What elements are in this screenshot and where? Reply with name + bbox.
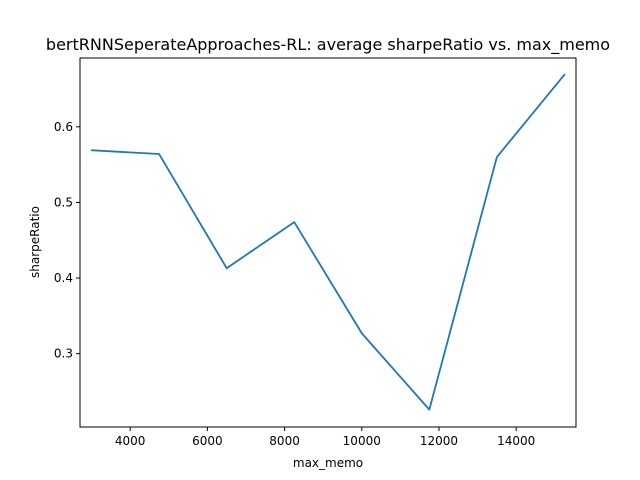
plot-area — [90, 73, 566, 411]
x-axis: 4000 6000 8000 10000 12000 14000 — [115, 427, 535, 448]
x-tick-label: 12000 — [420, 434, 458, 448]
chart-title: bertRNNSeperateApproaches-RL: average sh… — [46, 35, 610, 55]
y-tick-label: 0.6 — [54, 120, 73, 134]
data-point — [91, 149, 93, 151]
y-tick-label: 0.4 — [54, 271, 73, 285]
data-point — [226, 267, 228, 269]
data-point — [158, 153, 160, 155]
y-axis: 0.3 0.4 0.5 0.6 — [54, 120, 80, 361]
x-tick-label: 14000 — [497, 434, 535, 448]
x-tick-label: 6000 — [192, 434, 223, 448]
x-axis-label: max_memo — [293, 456, 363, 470]
data-point — [293, 221, 295, 223]
x-tick-label: 8000 — [269, 434, 300, 448]
x-tick-label: 4000 — [115, 434, 146, 448]
data-point — [428, 409, 430, 411]
y-tick-label: 0.5 — [54, 195, 73, 209]
x-tick-label: 10000 — [343, 434, 381, 448]
data-point — [563, 74, 565, 76]
y-tick-label: 0.3 — [54, 347, 73, 361]
series-line — [90, 73, 566, 411]
data-point — [361, 332, 363, 334]
y-axis-label: sharpeRatio — [28, 206, 42, 278]
data-point — [496, 156, 498, 158]
axes-frame — [79, 57, 577, 428]
